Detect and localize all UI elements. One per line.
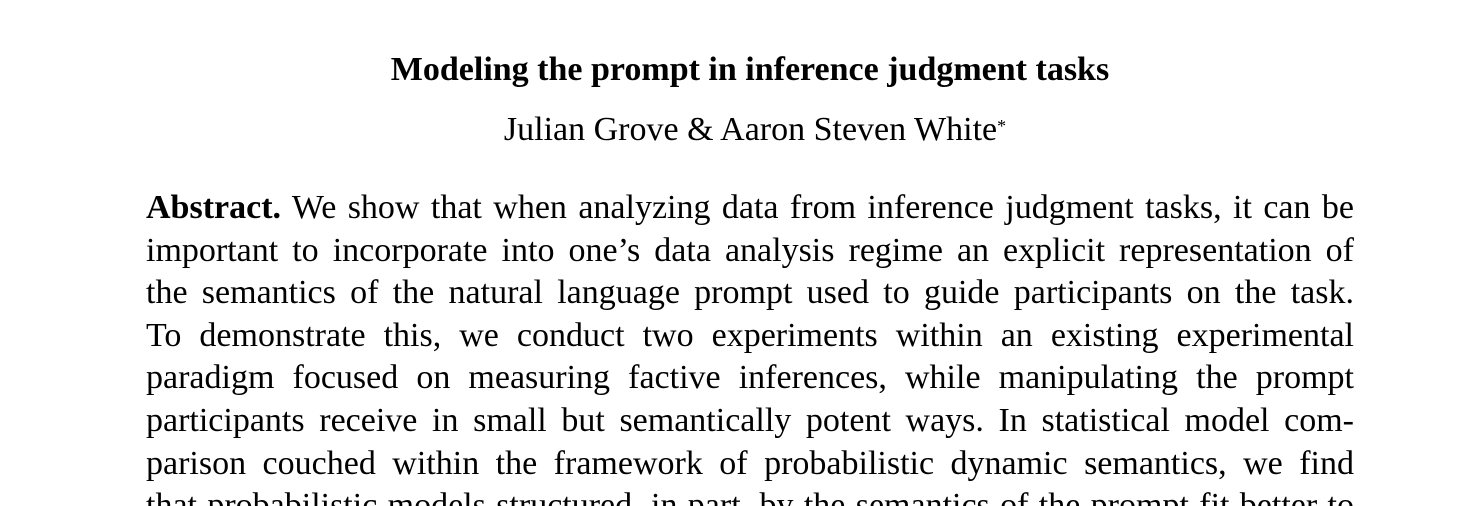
abstract-line: parison couched within the framework of …	[146, 444, 1354, 482]
paper-title: Modeling the prompt in inference judgmen…	[390, 51, 1110, 88]
abstract-line: paradigm focused on measuring factive in…	[146, 359, 1354, 397]
abstract: Abstract. We show that when analyzing da…	[146, 187, 1354, 506]
abstract-line: that probabilistic models structured, in…	[146, 487, 1354, 506]
paper-authors: Julian Grove & Aaron Steven White*	[0, 110, 1472, 150]
abstract-label: Abstract.	[146, 189, 282, 226]
author-names: Julian Grove & Aaron Steven White	[503, 111, 998, 148]
abstract-line: Abstract. We show that when analyzing da…	[146, 187, 1354, 230]
abstract-line: To demonstrate this, we conduct two expe…	[146, 316, 1354, 354]
abstract-line: important to incorporate into one’s data…	[146, 231, 1354, 269]
author-footnote-mark: *	[997, 116, 1007, 136]
abstract-line: the semantics of the natural language pr…	[146, 274, 1354, 312]
abstract-line: participants receive in small but semant…	[146, 401, 1354, 439]
abstract-line-text: We show that when analyzing data from in…	[291, 189, 1354, 226]
